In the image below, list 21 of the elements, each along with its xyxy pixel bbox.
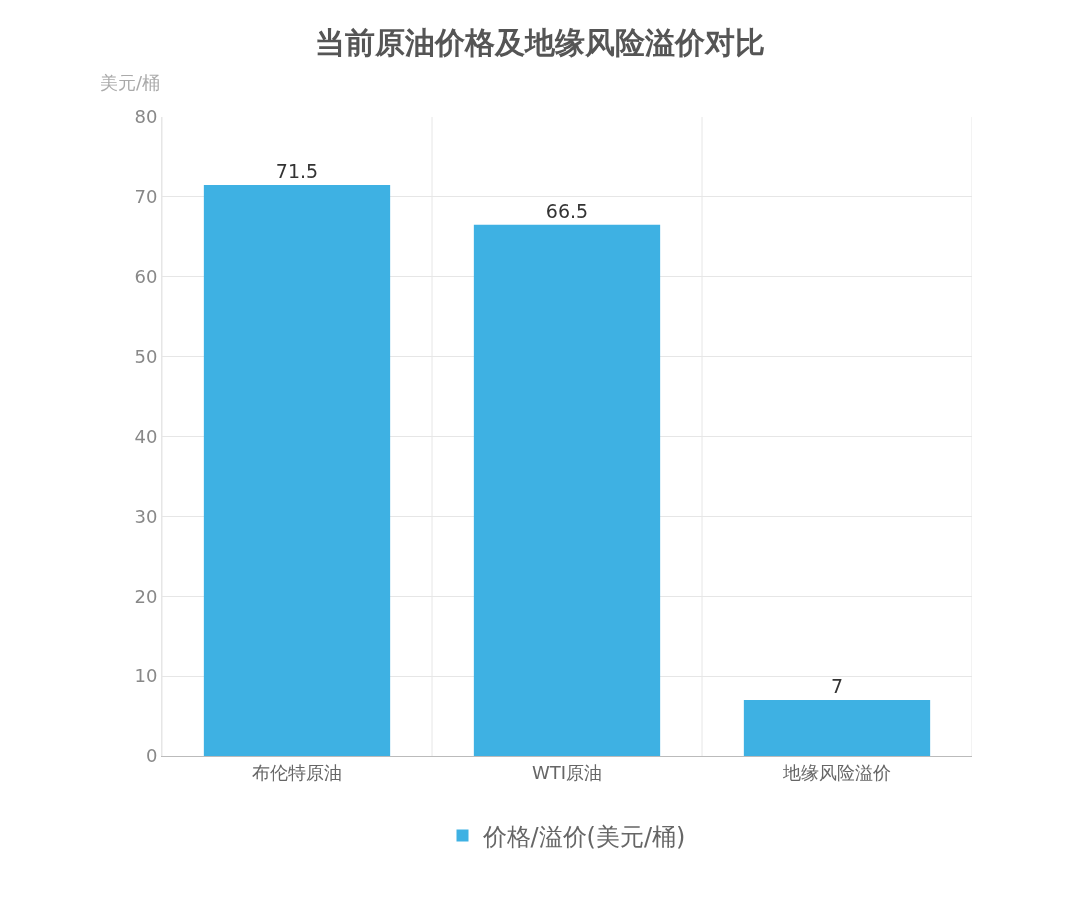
y-tick-label: 30 xyxy=(134,505,158,527)
data-label: 7 xyxy=(830,675,844,698)
x-tick-label: WTI原油 xyxy=(531,761,603,783)
y-tick-label: 60 xyxy=(134,266,158,288)
data-label: 71.5 xyxy=(275,159,319,182)
y-tick-label: 0 xyxy=(145,745,158,767)
x-tick-label: 布伦特原油 xyxy=(252,761,342,783)
y-tick-label: 70 xyxy=(134,186,158,208)
y-tick-label: 10 xyxy=(134,665,158,687)
y-tick-label: 80 xyxy=(134,106,158,128)
y-tick-label: 20 xyxy=(134,585,158,607)
bar xyxy=(473,224,661,756)
y-tick-label: 50 xyxy=(134,345,158,367)
chart-title: 当前原油价格及地缘风险溢价对比 xyxy=(315,24,765,60)
bar xyxy=(203,184,391,756)
legend-label: 价格/溢价(美元/桶) xyxy=(481,822,686,851)
data-label: 66.5 xyxy=(545,199,589,222)
y-tick-label: 40 xyxy=(134,425,158,447)
bar xyxy=(743,700,931,756)
x-tick-label: 地缘风险溢价 xyxy=(782,761,891,783)
y-axis-title: 美元/桶 xyxy=(100,72,161,93)
